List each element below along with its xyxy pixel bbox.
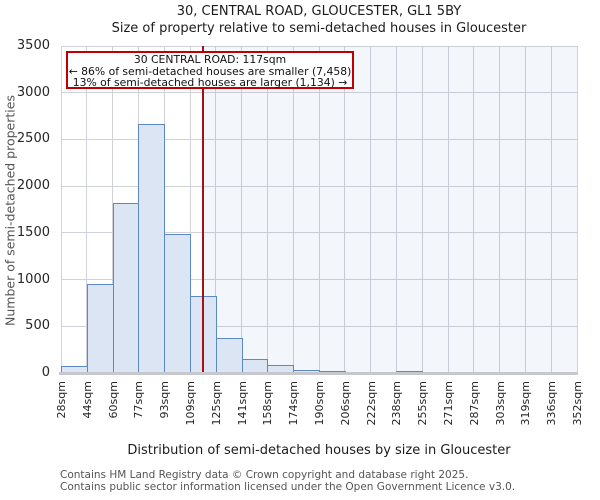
property-annotation-box: 30 CENTRAL ROAD: 117sqm ← 86% of semi-de… <box>66 51 354 89</box>
y-tick-label: 500 <box>25 318 50 334</box>
v-gridline <box>344 46 346 373</box>
v-gridline <box>189 46 191 373</box>
y-axis-label: Number of semi-detached properties <box>2 95 18 326</box>
bar <box>112 202 140 373</box>
v-gridline <box>550 46 552 373</box>
plot-area <box>60 45 578 374</box>
x-tick-label: 125sqm <box>209 381 223 426</box>
annotation-line-1: 30 CENTRAL ROAD: 117sqm <box>133 53 287 66</box>
bar <box>215 338 243 373</box>
annotation-line-2: ← 86% of semi-detached houses are smalle… <box>68 64 352 78</box>
chart-subtitle: Size of property relative to semi-detach… <box>111 21 527 36</box>
bar <box>267 364 295 373</box>
x-tick-label: 352sqm <box>571 381 584 426</box>
x-tick-label: 93sqm <box>158 381 172 419</box>
v-gridline <box>421 46 423 373</box>
x-tick-label: 206sqm <box>338 381 352 426</box>
footer-line-1: Contains HM Land Registry data © Crown c… <box>60 469 469 481</box>
x-tick-label: 238sqm <box>390 381 404 426</box>
x-axis-line <box>59 372 578 375</box>
x-tick-label: 158sqm <box>261 381 275 426</box>
v-gridline <box>266 46 268 373</box>
bar <box>164 233 191 373</box>
x-tick-label: 77sqm <box>132 381 146 419</box>
footer-line-2: Contains public sector information licen… <box>60 480 516 493</box>
x-tick-label: 109sqm <box>184 381 197 426</box>
y-tick-label: 2500 <box>16 131 50 147</box>
v-gridline <box>576 46 578 373</box>
bar <box>138 124 166 373</box>
x-tick-label: 44sqm <box>80 381 94 419</box>
x-tick-label: 190sqm <box>313 381 326 426</box>
bar <box>86 284 114 373</box>
copyright-footer: Contains HM Land Registry data © Crown c… <box>60 469 600 493</box>
v-gridline <box>524 46 526 373</box>
x-tick-label: 255sqm <box>416 381 430 426</box>
v-gridline <box>292 46 294 373</box>
x-tick-label: 28sqm <box>55 381 68 419</box>
y-tick-label: 1500 <box>16 224 50 240</box>
x-axis-label: Distribution of semi-detached houses by … <box>127 443 511 458</box>
shade-region <box>202 46 577 373</box>
x-tick-label: 287sqm <box>467 381 481 426</box>
v-gridline <box>499 46 501 373</box>
v-gridline <box>60 46 62 373</box>
chart-title: 30, CENTRAL ROAD, GLOUCESTER, GL1 5BY <box>176 4 462 19</box>
property-size-marker-line <box>201 46 204 373</box>
v-gridline <box>318 46 320 373</box>
v-gridline <box>241 46 243 373</box>
x-tick-label: 336sqm <box>545 381 559 426</box>
x-tick-label: 222sqm <box>364 381 378 426</box>
y-tick-label: 0 <box>41 365 50 380</box>
x-tick-label: 141sqm <box>235 381 249 426</box>
y-tick-label: 2000 <box>16 178 50 194</box>
y-tick-label: 1000 <box>16 271 50 287</box>
v-gridline <box>395 46 397 373</box>
y-tick-label: 3000 <box>16 84 50 100</box>
bar <box>396 370 424 373</box>
x-tick-label: 303sqm <box>493 381 507 426</box>
annotation-line-3: 13% of semi-detached houses are larger (… <box>72 76 348 89</box>
x-tick-label: 271sqm <box>442 381 455 426</box>
v-gridline <box>86 46 88 373</box>
y-tick-label: 3500 <box>16 38 50 53</box>
bar <box>241 358 269 373</box>
x-tick-label: 319sqm <box>519 381 533 426</box>
x-tick-label: 174sqm <box>287 381 301 426</box>
v-gridline <box>447 46 449 373</box>
v-gridline <box>473 46 475 373</box>
v-gridline <box>370 46 372 373</box>
x-tick-label: 60sqm <box>106 381 120 419</box>
v-gridline <box>215 46 217 373</box>
